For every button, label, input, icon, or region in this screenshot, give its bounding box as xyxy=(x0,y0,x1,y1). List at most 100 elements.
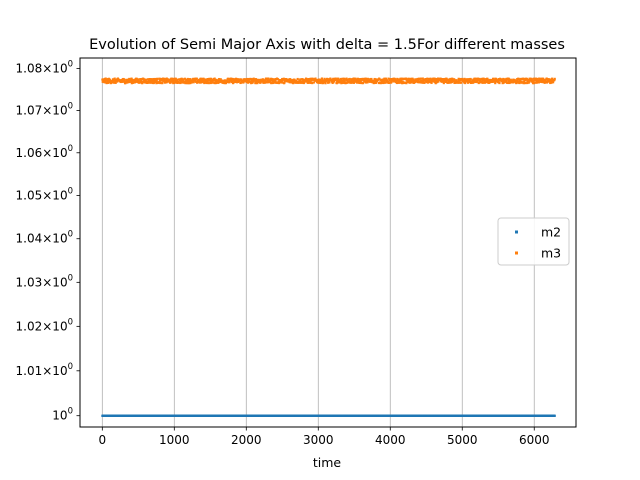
point-m3 xyxy=(424,78,427,81)
point-m3 xyxy=(390,80,393,83)
point-m3 xyxy=(441,78,444,81)
point-m3 xyxy=(190,80,194,83)
point-m3 xyxy=(442,81,445,85)
point-m3 xyxy=(492,78,495,82)
point-m3 xyxy=(335,78,338,81)
point-m3 xyxy=(219,78,222,81)
point-m3 xyxy=(283,81,286,84)
point-m3 xyxy=(306,81,310,84)
point-m3 xyxy=(466,81,470,84)
point-m3 xyxy=(256,78,259,81)
point-m3 xyxy=(507,77,510,80)
point-m3 xyxy=(453,78,456,81)
point-m3 xyxy=(174,77,177,81)
point-m3 xyxy=(452,79,455,82)
point-m3 xyxy=(199,77,202,80)
point-m3 xyxy=(148,80,152,83)
point-m3 xyxy=(104,81,107,84)
point-m3 xyxy=(496,79,499,82)
point-m3 xyxy=(553,78,556,82)
point-m3 xyxy=(354,77,357,80)
plot-layer: 0 1000 2000 3000 4000 5000 6000 100 1.01×100 1.02… xyxy=(16,57,577,447)
point-m3 xyxy=(428,80,431,84)
point-m3 xyxy=(393,78,397,81)
point-m3 xyxy=(132,79,135,82)
point-m2 xyxy=(553,414,556,417)
point-m3 xyxy=(261,80,264,83)
point-m3 xyxy=(163,79,166,82)
point-m3 xyxy=(361,82,365,85)
point-m3 xyxy=(427,77,431,81)
point-m3 xyxy=(532,80,535,83)
point-m3 xyxy=(527,78,530,82)
point-m3 xyxy=(309,80,312,83)
point-m3 xyxy=(208,77,211,80)
point-m3 xyxy=(254,81,257,85)
point-m3 xyxy=(504,78,508,82)
point-m3 xyxy=(417,78,420,82)
y-tick-label: 1.06×100 xyxy=(16,144,73,160)
point-m3 xyxy=(468,79,471,82)
point-m3 xyxy=(115,80,119,83)
point-m3 xyxy=(289,78,292,81)
point-m3 xyxy=(408,81,411,84)
point-m3 xyxy=(486,77,489,81)
x-tick-label: 0 xyxy=(98,433,106,447)
point-m3 xyxy=(259,81,262,84)
point-m3 xyxy=(202,77,205,80)
point-m3 xyxy=(469,77,472,81)
point-m3 xyxy=(341,77,344,80)
point-m3 xyxy=(494,77,497,81)
point-m3 xyxy=(289,81,292,84)
point-m3 xyxy=(488,78,492,82)
point-m3 xyxy=(364,77,368,80)
point-m3 xyxy=(458,81,461,84)
point-m3 xyxy=(179,81,182,85)
point-m3 xyxy=(131,80,134,83)
point-m3 xyxy=(533,81,536,84)
point-m3 xyxy=(270,77,273,81)
point-m3 xyxy=(479,81,482,84)
point-m3 xyxy=(272,81,275,84)
point-m3 xyxy=(271,79,274,82)
point-m3 xyxy=(102,78,105,81)
point-m3 xyxy=(500,80,503,83)
point-m3 xyxy=(282,77,285,80)
point-m3 xyxy=(407,78,411,82)
point-m3 xyxy=(104,77,107,80)
point-m3 xyxy=(113,77,116,80)
point-m3 xyxy=(516,79,519,82)
point-m3 xyxy=(170,77,174,80)
point-m3 xyxy=(338,80,342,83)
y-tick-label: 1.05×100 xyxy=(16,187,73,203)
point-m3 xyxy=(400,77,403,80)
x-tick-label: 5000 xyxy=(447,433,478,447)
y-tick-label: 1.04×100 xyxy=(16,230,73,246)
point-m3 xyxy=(435,81,439,84)
point-m3 xyxy=(343,78,346,81)
point-m3 xyxy=(111,80,114,84)
point-m3 xyxy=(475,77,478,80)
point-m3 xyxy=(203,81,206,85)
point-m3 xyxy=(146,81,149,84)
point-m3 xyxy=(502,77,505,81)
point-m3 xyxy=(299,78,302,81)
point-m3 xyxy=(522,81,526,84)
point-m3 xyxy=(350,81,354,84)
point-m3 xyxy=(303,81,306,84)
point-m3 xyxy=(281,81,284,84)
point-m3 xyxy=(360,81,363,85)
point-m3 xyxy=(434,79,437,82)
point-m3 xyxy=(314,77,317,80)
point-m3 xyxy=(472,81,475,84)
point-m3 xyxy=(449,77,453,81)
point-m3 xyxy=(541,80,544,84)
point-m3 xyxy=(527,81,530,84)
point-m3 xyxy=(407,77,410,80)
point-m3 xyxy=(387,77,390,80)
point-m3 xyxy=(471,80,475,83)
point-m3 xyxy=(469,81,473,84)
point-m3 xyxy=(397,81,400,84)
point-m3 xyxy=(392,80,396,83)
point-m3 xyxy=(105,81,108,85)
